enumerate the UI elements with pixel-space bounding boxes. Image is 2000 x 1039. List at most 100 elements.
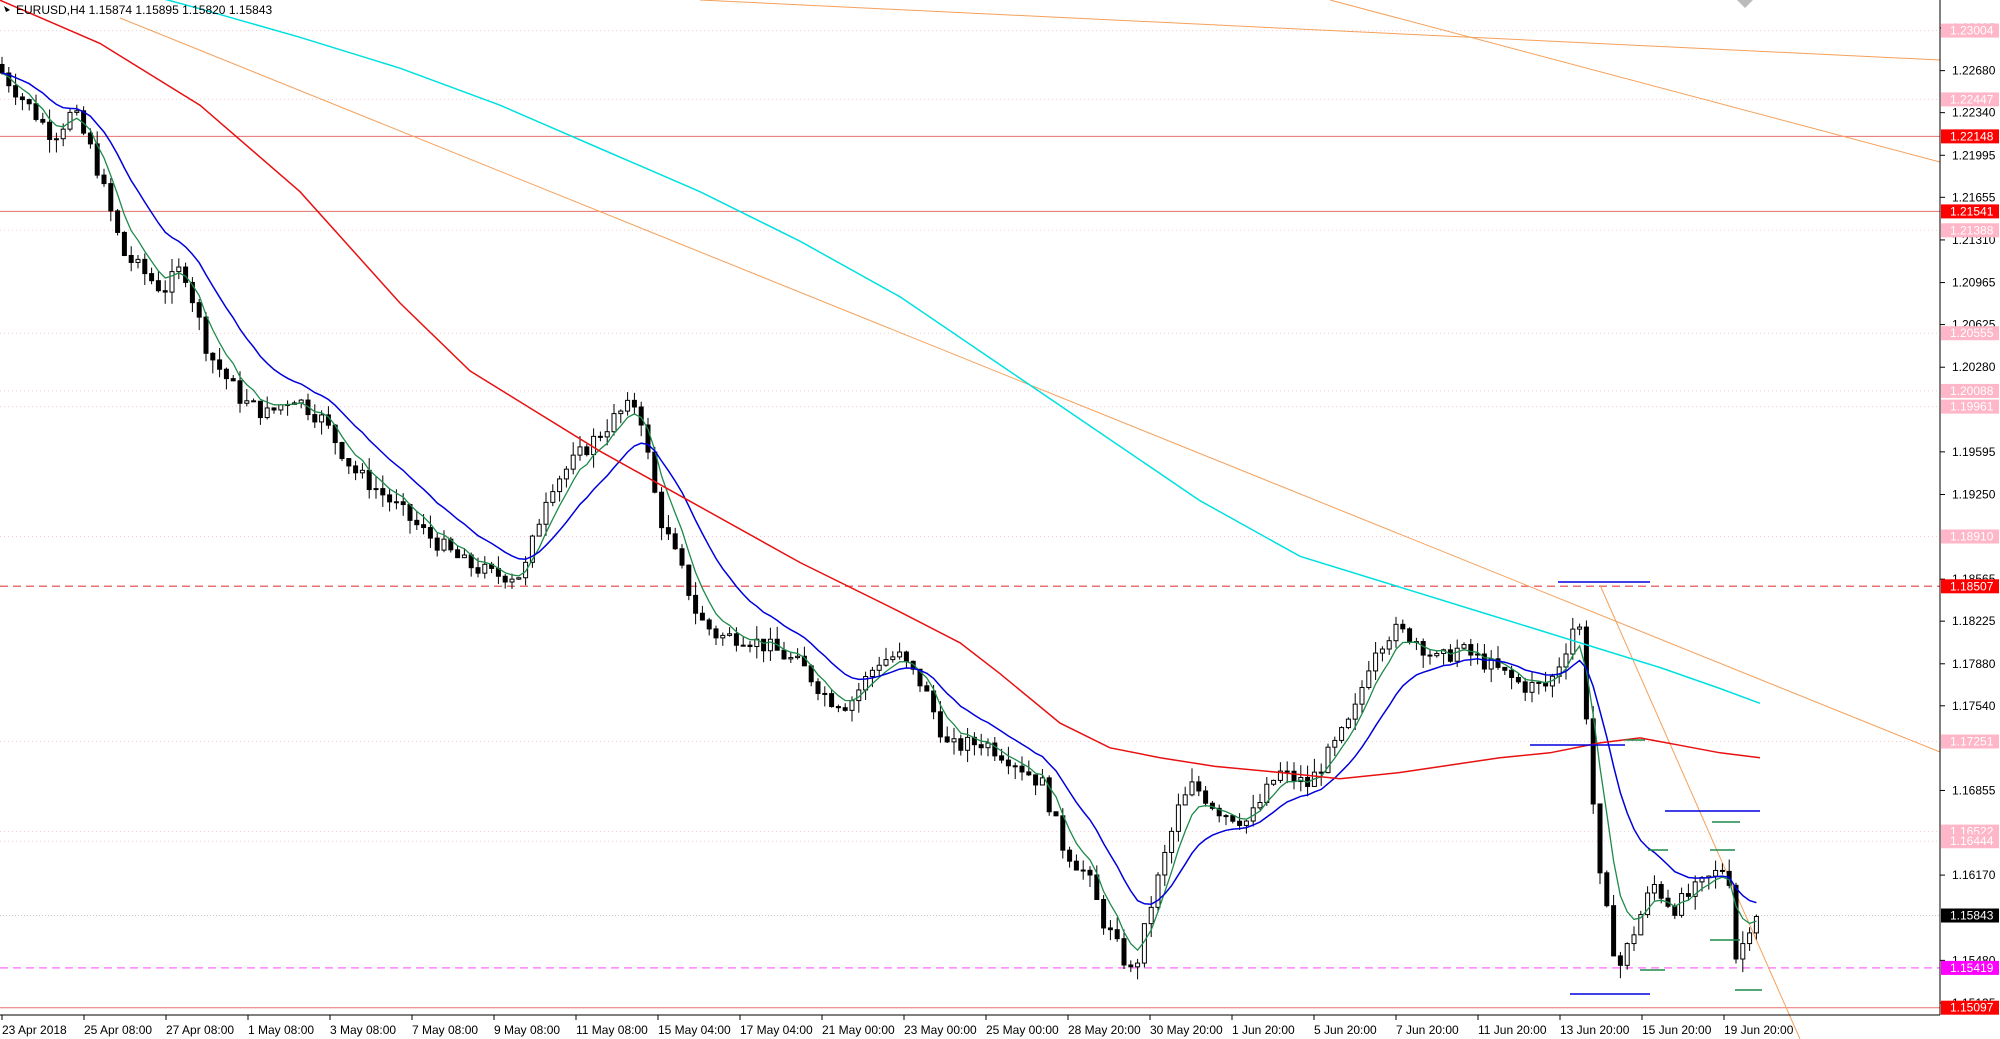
time-axis: 23 Apr 2018 25 Apr 08:00 27 Apr 08:00 1 May… bbox=[1, 1015, 1794, 1037]
candle bbox=[244, 388, 250, 407]
y-tick-label: 1.19595 bbox=[1952, 445, 1996, 459]
x-tick-label: 11 May 08:00 bbox=[576, 1023, 648, 1037]
candle bbox=[434, 533, 440, 557]
candle bbox=[1502, 666, 1508, 675]
ma-long-line bbox=[164, 0, 1761, 705]
candle bbox=[380, 475, 386, 507]
price-tags: 1.23004 1.22447 1.22148 1.21541 1.21388 1.205… bbox=[1941, 23, 1999, 1015]
candle bbox=[631, 392, 637, 415]
price-tag: 1.15843 bbox=[1941, 908, 1999, 923]
price-tag: 1.22148 bbox=[1941, 129, 1999, 144]
candle bbox=[339, 441, 345, 462]
price-tag: 1.22447 bbox=[1941, 92, 1999, 107]
candle bbox=[1529, 671, 1535, 703]
candle bbox=[237, 371, 243, 413]
candle bbox=[1420, 638, 1426, 668]
candle bbox=[1169, 827, 1175, 864]
candle bbox=[1155, 872, 1161, 913]
x-tick-label: 5 Jun 20:00 bbox=[1314, 1023, 1377, 1037]
price-tag-label: 1.16444 bbox=[1950, 834, 1994, 848]
candle bbox=[312, 404, 318, 429]
x-tick-label: 21 May 00:00 bbox=[822, 1023, 895, 1037]
candle bbox=[482, 556, 488, 579]
candle bbox=[1379, 646, 1385, 662]
price-tag-label: 1.19961 bbox=[1950, 400, 1994, 414]
price-tag: 1.23004 bbox=[1941, 23, 1999, 38]
candle bbox=[822, 686, 828, 707]
x-tick-label: 17 May 04:00 bbox=[740, 1023, 813, 1037]
y-tick-label: 1.17880 bbox=[1952, 657, 1996, 671]
candle bbox=[1141, 923, 1147, 968]
candle bbox=[115, 209, 121, 236]
candle bbox=[1094, 865, 1100, 901]
candle bbox=[128, 246, 134, 272]
candle bbox=[625, 392, 631, 416]
candle bbox=[1107, 920, 1113, 941]
candle bbox=[217, 348, 223, 378]
candle bbox=[1631, 926, 1637, 951]
trendline[interactable] bbox=[699, 0, 1941, 61]
candle bbox=[1298, 765, 1304, 792]
trendline[interactable] bbox=[1329, 0, 1941, 163]
candle bbox=[1685, 883, 1691, 901]
candle bbox=[387, 488, 393, 512]
candle bbox=[162, 280, 168, 304]
candle bbox=[1039, 768, 1045, 786]
x-tick-label: 15 Jun 20:00 bbox=[1642, 1023, 1712, 1037]
candle bbox=[142, 253, 148, 286]
price-tag: 1.21541 bbox=[1941, 204, 1999, 219]
candle bbox=[1012, 762, 1018, 780]
candle bbox=[196, 299, 202, 331]
price-tag: 1.18507 bbox=[1941, 579, 1999, 594]
candle bbox=[584, 444, 590, 457]
candle bbox=[101, 168, 107, 187]
candle bbox=[223, 367, 229, 390]
ma-slow-line bbox=[0, 0, 1761, 780]
price-tag: 1.17251 bbox=[1941, 734, 1999, 749]
candle bbox=[1046, 775, 1052, 816]
candle bbox=[74, 104, 80, 116]
candle bbox=[1359, 680, 1365, 714]
candle bbox=[1468, 638, 1474, 666]
chart-shift-icon[interactable] bbox=[1737, 0, 1753, 8]
trendline[interactable] bbox=[1599, 584, 1801, 1039]
x-tick-label: 23 Apr 2018 bbox=[2, 1023, 67, 1037]
price-tag: 1.20088 bbox=[1941, 383, 1999, 398]
candle bbox=[1604, 870, 1610, 908]
candle bbox=[1067, 846, 1073, 868]
candle bbox=[604, 419, 610, 446]
candle bbox=[53, 132, 59, 153]
candle bbox=[536, 518, 542, 537]
support-resistance-marks bbox=[1530, 581, 1762, 995]
candle bbox=[1121, 929, 1127, 970]
candle bbox=[1203, 786, 1209, 807]
candle bbox=[597, 431, 603, 442]
x-tick-label: 9 May 08:00 bbox=[494, 1023, 560, 1037]
candle bbox=[1651, 875, 1657, 901]
candle bbox=[645, 417, 651, 460]
candle bbox=[686, 564, 692, 601]
candle bbox=[1087, 866, 1093, 887]
x-tick-label: 1 May 08:00 bbox=[248, 1023, 314, 1037]
candle bbox=[1373, 641, 1379, 681]
candle bbox=[1393, 616, 1399, 648]
candle bbox=[1033, 774, 1039, 796]
candle bbox=[1339, 726, 1345, 744]
candle bbox=[1230, 814, 1236, 824]
candle bbox=[1325, 743, 1331, 774]
candle bbox=[883, 647, 889, 667]
candle bbox=[1692, 875, 1698, 910]
price-tag: 1.18910 bbox=[1941, 529, 1999, 544]
candle bbox=[570, 442, 576, 475]
candle bbox=[1345, 717, 1351, 730]
candle bbox=[1318, 763, 1324, 786]
candle bbox=[108, 178, 114, 222]
price-tag: 1.15419 bbox=[1941, 960, 1999, 975]
candle bbox=[210, 352, 216, 374]
candle bbox=[87, 128, 93, 149]
candle bbox=[1536, 680, 1542, 695]
candle bbox=[1257, 793, 1263, 810]
candle bbox=[251, 398, 257, 403]
candle bbox=[135, 254, 141, 269]
